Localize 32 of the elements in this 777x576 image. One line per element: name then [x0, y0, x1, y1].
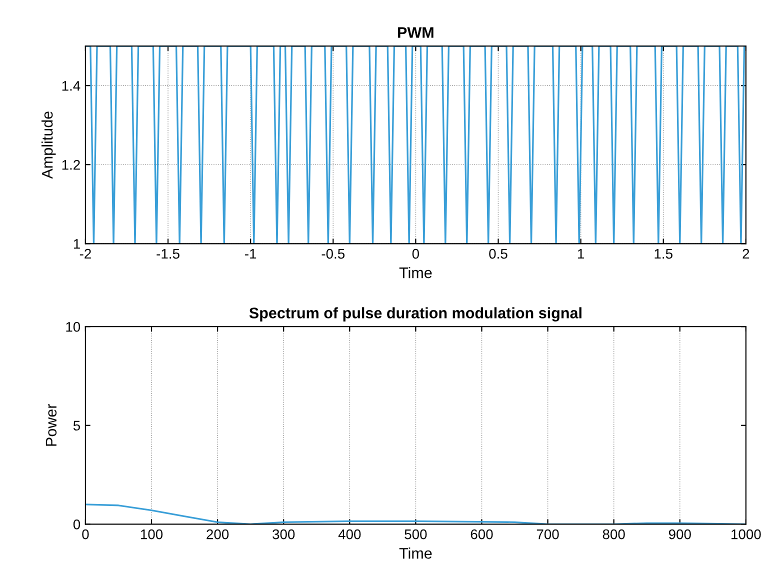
- x-tick-label: 0.5: [489, 248, 508, 259]
- x-tick-label: 2: [742, 248, 750, 259]
- x-tick-label: 0: [412, 248, 420, 259]
- y-axis-title: Power: [46, 404, 57, 446]
- x-tick-label: 700: [536, 529, 559, 540]
- x-tick-label: 800: [602, 529, 625, 540]
- x-tick-label: 900: [668, 529, 691, 540]
- x-tick-label: 600: [470, 529, 493, 540]
- x-tick-label: -0.5: [322, 248, 345, 259]
- x-axis-title: Time: [399, 548, 432, 559]
- chart-title: PWM: [398, 27, 434, 38]
- x-tick-label: 1: [578, 249, 584, 259]
- y-axis-title: Amplitude: [42, 112, 56, 179]
- y-tick-label: 1.4: [62, 81, 80, 91]
- x-axis-title: Time: [399, 266, 432, 278]
- x-tick-label: 0: [82, 529, 89, 540]
- y-tick-label: 1.2: [62, 160, 80, 170]
- x-tick-label: 500: [404, 529, 427, 540]
- x-tick-label: 100: [140, 529, 163, 540]
- x-tick-label: -2: [80, 248, 91, 259]
- x-tick-label: -1: [245, 249, 256, 259]
- y-tick-label: 1: [74, 239, 80, 249]
- x-tick-label: 1.5: [654, 249, 672, 259]
- x-tick-label: -1.5: [156, 249, 180, 259]
- x-tick-label: 300: [272, 529, 295, 540]
- x-tick-label: 1000: [732, 529, 761, 540]
- y-tick-label: 0: [73, 519, 80, 530]
- x-tick-label: 400: [338, 529, 361, 540]
- y-tick-label: 5: [73, 420, 80, 431]
- y-tick-label: 10: [66, 322, 80, 332]
- chart-title: Spectrum of pulse duration modulation signal: [249, 307, 582, 322]
- x-tick-label: 200: [206, 529, 229, 540]
